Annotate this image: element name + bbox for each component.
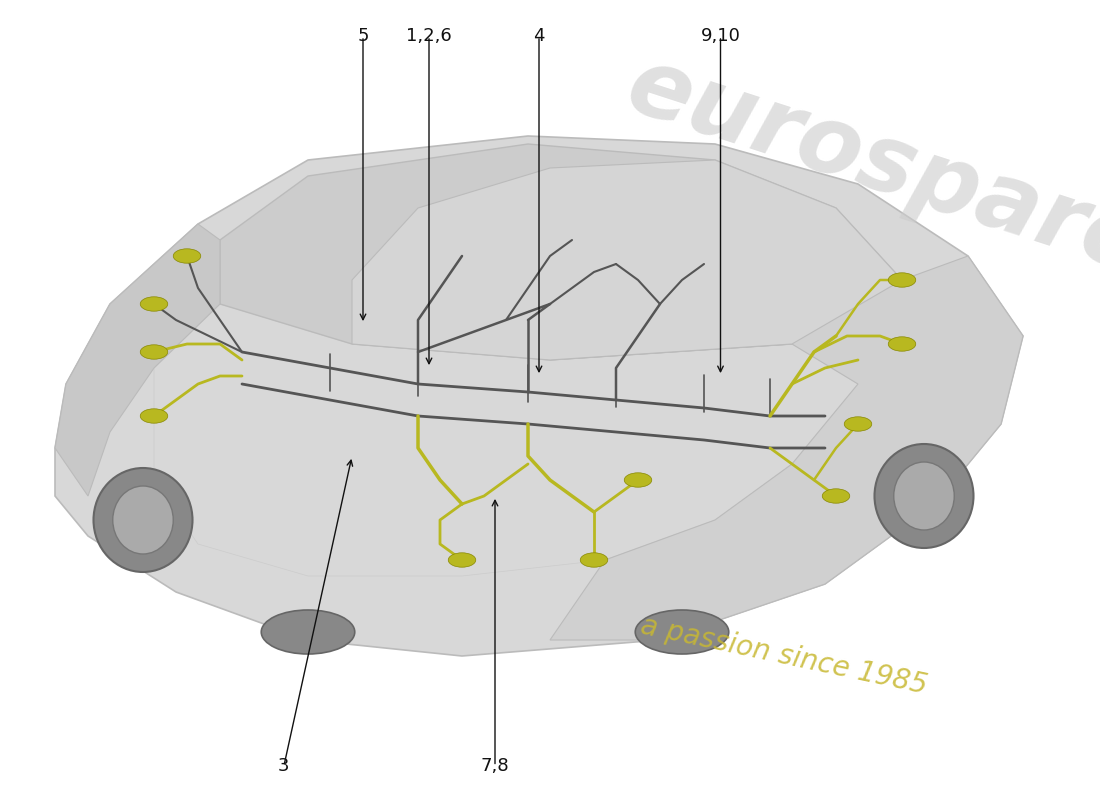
- Polygon shape: [352, 160, 902, 360]
- Ellipse shape: [874, 444, 974, 548]
- Ellipse shape: [889, 337, 915, 351]
- Text: 1,2,6: 1,2,6: [406, 27, 452, 45]
- Polygon shape: [55, 224, 220, 496]
- Ellipse shape: [581, 553, 607, 567]
- Ellipse shape: [94, 468, 192, 572]
- Ellipse shape: [174, 249, 200, 263]
- Text: 3: 3: [278, 758, 289, 775]
- Text: 5: 5: [358, 27, 368, 45]
- Text: 7,8: 7,8: [481, 758, 509, 775]
- Ellipse shape: [889, 273, 915, 287]
- Ellipse shape: [893, 462, 955, 530]
- Text: 9,10: 9,10: [701, 27, 740, 45]
- Ellipse shape: [449, 553, 475, 567]
- Text: eurospares: eurospares: [616, 40, 1100, 312]
- Ellipse shape: [636, 610, 728, 654]
- Polygon shape: [154, 304, 858, 576]
- Polygon shape: [220, 144, 902, 360]
- Polygon shape: [55, 136, 1023, 656]
- Polygon shape: [550, 256, 1023, 640]
- Ellipse shape: [112, 486, 174, 554]
- Ellipse shape: [141, 345, 168, 359]
- Ellipse shape: [141, 297, 168, 311]
- Ellipse shape: [845, 417, 871, 431]
- Text: 4: 4: [534, 27, 544, 45]
- Ellipse shape: [625, 473, 651, 487]
- Ellipse shape: [823, 489, 849, 503]
- Ellipse shape: [141, 409, 168, 423]
- Text: a passion since 1985: a passion since 1985: [638, 612, 930, 700]
- Ellipse shape: [262, 610, 355, 654]
